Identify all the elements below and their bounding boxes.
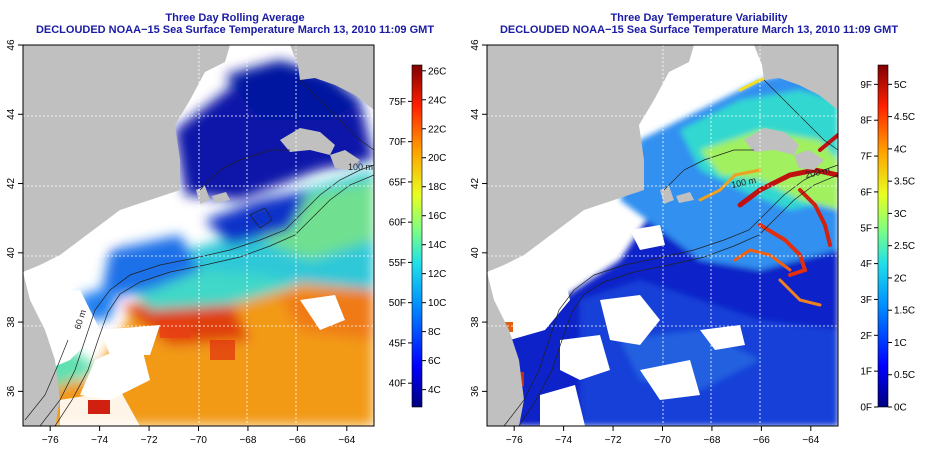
left-land <box>23 45 374 426</box>
right-cbar-fahrenheit-label: 2F <box>860 331 872 342</box>
right-y-tick-label: 36 <box>470 385 481 397</box>
left-cbar-celsius-label: 22C <box>428 124 446 135</box>
left-x-tick-label: −74 <box>91 435 108 446</box>
left-y-tick-label: 36 <box>6 385 17 397</box>
left-cbar-celsius-label: 26C <box>428 66 446 77</box>
right-cbar-fahrenheit-label: 1F <box>860 367 872 378</box>
left-cbar-fahrenheit-label: 50F <box>389 298 406 309</box>
right-cbar-celsius-label: 2.5C <box>894 241 915 252</box>
right-cbar-fahrenheit-label: 0F <box>860 403 872 414</box>
right-variability-fronts <box>698 68 838 307</box>
left-x-tick-label: −72 <box>141 435 158 446</box>
left-cbar-celsius-label: 4C <box>428 385 441 396</box>
right-x-tick-label: −66 <box>753 435 770 446</box>
right-x-tick-label: −72 <box>605 435 622 446</box>
left-graticule <box>23 45 374 426</box>
left-y-tick-label: 44 <box>6 108 17 120</box>
left-cbar-fahrenheit-label: 75F <box>389 97 406 108</box>
right-cbar-fahrenheit-label: 5F <box>860 223 872 234</box>
left-contour-label-100: 100 m <box>348 162 373 172</box>
right-cbar-fahrenheit-label: 6F <box>860 187 872 198</box>
right-x-tick-label: −64 <box>802 435 819 446</box>
right-colorbar: 0C 0.5C 1C 1.5C 2C 2.5C 3C 3.5C 4C 4.5C 5C 0F 1F 2F 3… <box>860 64 915 414</box>
right-land <box>487 45 838 426</box>
left-cbar-fahrenheit-label: 55F <box>389 258 406 269</box>
left-cbar-celsius-label: 12C <box>428 269 446 280</box>
left-cbar-celsius-label: 10C <box>428 298 446 309</box>
right-cbar-fahrenheit-label: 8F <box>860 116 872 127</box>
left-x-tick-label: −70 <box>190 435 207 446</box>
left-x-tick-label: −76 <box>42 435 59 446</box>
left-cbar-celsius-label: 18C <box>428 182 446 193</box>
right-cbar-fahrenheit-label: 9F <box>860 80 872 91</box>
right-cbar-celsius-label: 3.5C <box>894 177 915 188</box>
right-x-axis: −76 −74 −72 −70 −68 −66 −64 <box>506 426 820 446</box>
right-bathymetry-contours <box>503 79 838 426</box>
right-y-tick-label: 42 <box>470 178 481 190</box>
right-y-tick-label: 40 <box>470 247 481 259</box>
right-cbar-celsius-label: 1C <box>894 338 907 349</box>
right-cbar-fahrenheit-label: 3F <box>860 295 872 306</box>
right-y-axis: 36 38 40 42 44 46 <box>470 39 487 397</box>
right-cbar-fahrenheit-label: 4F <box>860 259 872 270</box>
left-y-tick-label: 46 <box>6 39 17 51</box>
left-x-axis: −76 −74 −72 −70 −68 −66 −64 <box>42 426 356 446</box>
right-map: 100 m 200 m <box>487 45 838 426</box>
right-cbar-celsius-label: 5C <box>894 80 907 91</box>
right-cbar-celsius-label: 1.5C <box>894 306 915 317</box>
right-x-tick-label: −74 <box>555 435 572 446</box>
left-bathymetry-contours <box>24 79 374 426</box>
left-warm-spots <box>88 320 235 414</box>
left-cbar-celsius-label: 20C <box>428 153 446 164</box>
left-cbar-fahrenheit-label: 60F <box>389 218 406 229</box>
right-cbar-celsius-label: 4C <box>894 144 907 155</box>
right-x-tick-label: −68 <box>703 435 720 446</box>
right-y-tick-label: 38 <box>470 316 481 328</box>
left-map: 60 m 100 m <box>23 45 374 426</box>
right-cbar-celsius-label: 2C <box>894 273 907 284</box>
left-cbar-fahrenheit-label: 65F <box>389 177 406 188</box>
left-map-subtitle: DECLOUDED NOAA−15 Sea Surface Temperatur… <box>35 24 435 36</box>
left-cbar-celsius-label: 8C <box>428 327 441 338</box>
left-y-tick-label: 40 <box>6 247 17 259</box>
left-cbar-celsius-label: 6C <box>428 356 441 367</box>
right-y-tick-label: 46 <box>470 39 481 51</box>
left-y-tick-label: 42 <box>6 178 17 190</box>
right-cbar-fahrenheit-label: 7F <box>860 152 872 163</box>
left-x-tick-label: −64 <box>338 435 355 446</box>
right-map-subtitle: DECLOUDED NOAA−15 Sea Surface Temperatur… <box>499 24 899 36</box>
right-cbar-celsius-label: 0C <box>894 403 907 414</box>
right-cbar-celsius-label: 0.5C <box>894 370 915 381</box>
left-cbar-fahrenheit-label: 45F <box>389 338 406 349</box>
right-y-tick-label: 44 <box>470 108 481 120</box>
right-cbar-celsius-label: 4.5C <box>894 112 915 123</box>
left-y-tick-label: 38 <box>6 316 17 328</box>
left-cbar-fahrenheit-label: 70F <box>389 137 406 148</box>
left-x-tick-label: −68 <box>239 435 256 446</box>
left-cbar-celsius-label: 24C <box>428 95 446 106</box>
left-map-title: Three Day Rolling Average <box>165 12 305 24</box>
left-cbar-celsius-label: 14C <box>428 240 446 251</box>
right-x-tick-label: −70 <box>654 435 671 446</box>
left-cbar-celsius-label: 16C <box>428 211 446 222</box>
left-colorbar: 4C 6C 8C 10C 12C 14C 16C 18C 20C 22C 24C 26C 40F 45F… <box>389 64 446 408</box>
right-map-title: Three Day Temperature Variability <box>610 12 788 24</box>
left-cbar-fahrenheit-label: 40F <box>389 379 406 390</box>
left-x-tick-label: −66 <box>289 435 306 446</box>
right-graticule <box>487 45 838 426</box>
right-x-tick-label: −76 <box>506 435 523 446</box>
right-cbar-celsius-label: 3C <box>894 209 907 220</box>
left-y-axis: 36 38 40 42 44 46 <box>6 39 23 397</box>
